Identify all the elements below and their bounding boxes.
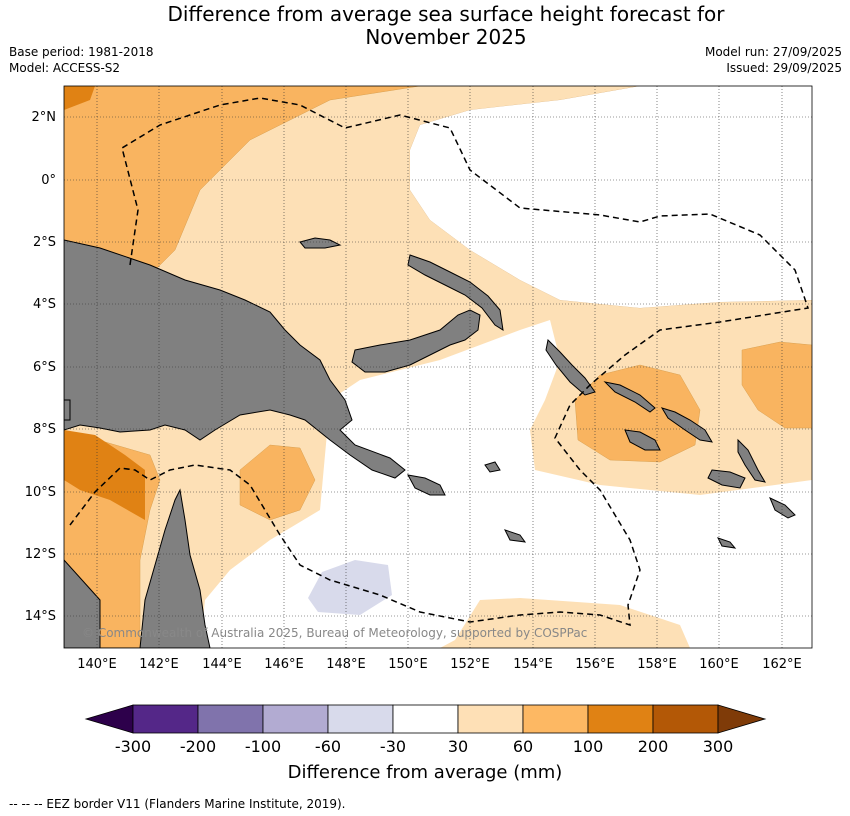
australia-cape-york xyxy=(64,488,211,648)
lon-label: 144°E xyxy=(202,657,242,672)
colorbar-tick-label: -300 xyxy=(114,737,152,756)
lon-label: 156°E xyxy=(575,657,615,672)
copyright-text: © Commonwealth of Australia 2025, Bureau… xyxy=(82,626,587,640)
eez-border xyxy=(69,97,809,627)
solomon-makira xyxy=(707,469,746,489)
manus-island xyxy=(299,237,342,249)
lon-label: 160°E xyxy=(699,657,739,672)
title-line-2: November 2025 xyxy=(365,25,527,49)
lat-label: 2°N xyxy=(32,110,57,125)
colorbar-cell xyxy=(522,704,589,734)
colorbar-extend-min xyxy=(84,704,134,734)
colorbar-tick-label: 60 xyxy=(512,737,534,756)
lon-label: 140°E xyxy=(77,657,117,672)
map-plot-area: © Commonwealth of Australia 2025, Bureau… xyxy=(64,86,812,648)
small-island-4 xyxy=(64,399,71,421)
title-line-1: Difference from average sea surface heig… xyxy=(167,2,725,26)
meta-left: Base period: 1981-2018 Model: ACCESS-S2 xyxy=(9,44,154,76)
colorbar-cell xyxy=(392,704,459,734)
colorbar-cell xyxy=(457,704,524,734)
colorbar-cell xyxy=(262,704,329,734)
lat-label: 4°S xyxy=(33,297,56,312)
lat-label: 12°S xyxy=(25,547,56,562)
solomon-guadalcanal xyxy=(624,429,661,451)
solomon-malaita xyxy=(660,407,713,443)
colorbar-title: Difference from average (mm) xyxy=(287,762,563,783)
lon-label: 146°E xyxy=(264,657,304,672)
lon-label: 152°E xyxy=(450,657,490,672)
colorbar-tick-label: 200 xyxy=(637,737,669,756)
lat-label: 0° xyxy=(41,173,56,188)
lon-label: 162°E xyxy=(762,657,802,672)
base-period: Base period: 1981-2018 xyxy=(9,45,154,59)
new-britain xyxy=(351,309,481,373)
colorbar-tick-label: 300 xyxy=(702,737,734,756)
lat-label: 8°S xyxy=(33,422,56,437)
ocean-neutral-north xyxy=(410,86,812,308)
vanuatu-north xyxy=(737,438,766,483)
land-masses xyxy=(64,237,796,648)
gridlines xyxy=(64,86,812,648)
new-guinea xyxy=(64,239,406,479)
eez-footnote: -- -- -- EEZ border V11 (Flanders Marine… xyxy=(9,797,346,811)
colorbar-tick-label: -60 xyxy=(314,737,342,756)
contour-60-100-east xyxy=(741,341,812,429)
meta-right: Model run: 27/09/2025 Issued: 29/09/2025 xyxy=(705,44,842,76)
issued-date: Issued: 29/09/2025 xyxy=(726,61,842,75)
lon-label: 154°E xyxy=(513,657,553,672)
lat-label: 2°S xyxy=(33,235,56,250)
colorbar-cell xyxy=(652,704,719,734)
louisiade-islands xyxy=(407,474,446,496)
colorbar-tick-label: -200 xyxy=(179,737,217,756)
colorbar-extend-max xyxy=(717,704,767,734)
solomon-santa-isabel xyxy=(603,381,656,413)
lat-label: 10°S xyxy=(25,485,56,500)
latitude-labels: 2°N 0° 2°S 4°S 6°S 8°S 10°S 12°S 14°S xyxy=(25,110,56,624)
lon-label: 150°E xyxy=(388,657,428,672)
colorbar-tick-label: 30 xyxy=(447,737,469,756)
new-ireland xyxy=(407,254,504,331)
map-frame xyxy=(63,85,813,649)
colorbar-tick-label: -30 xyxy=(379,737,407,756)
vanuatu-south xyxy=(769,497,796,519)
small-island-3 xyxy=(717,537,737,549)
lon-label: 158°E xyxy=(637,657,677,672)
model-name: Model: ACCESS-S2 xyxy=(9,61,121,75)
colorbar-cell xyxy=(132,704,199,734)
colorbar-cell xyxy=(327,704,394,734)
lat-label: 14°S xyxy=(25,609,56,624)
colorbar-cell xyxy=(197,704,264,734)
contour-100-200-southwest xyxy=(64,430,145,520)
small-island-1 xyxy=(484,461,501,473)
longitude-labels: 140°E 142°E 144°E 146°E 148°E 150°E 152°… xyxy=(77,657,802,672)
lon-label: 142°E xyxy=(139,657,179,672)
bougainville xyxy=(545,338,596,396)
eez-png-north xyxy=(69,97,809,627)
contour-neg60-neg30 xyxy=(308,560,392,615)
small-island-2 xyxy=(504,529,527,543)
chart-title: Difference from average sea surface heig… xyxy=(0,3,850,49)
colorbar xyxy=(84,704,767,734)
colorbar-cell xyxy=(587,704,654,734)
lon-label: 148°E xyxy=(326,657,366,672)
lat-label: 6°S xyxy=(33,360,56,375)
colorbar-tick-label: 100 xyxy=(572,737,604,756)
colorbar-tick-label: -100 xyxy=(244,737,282,756)
model-run: Model run: 27/09/2025 xyxy=(704,45,842,59)
contour-100-200-north xyxy=(64,86,95,110)
contour-60-100-coral xyxy=(239,444,316,521)
